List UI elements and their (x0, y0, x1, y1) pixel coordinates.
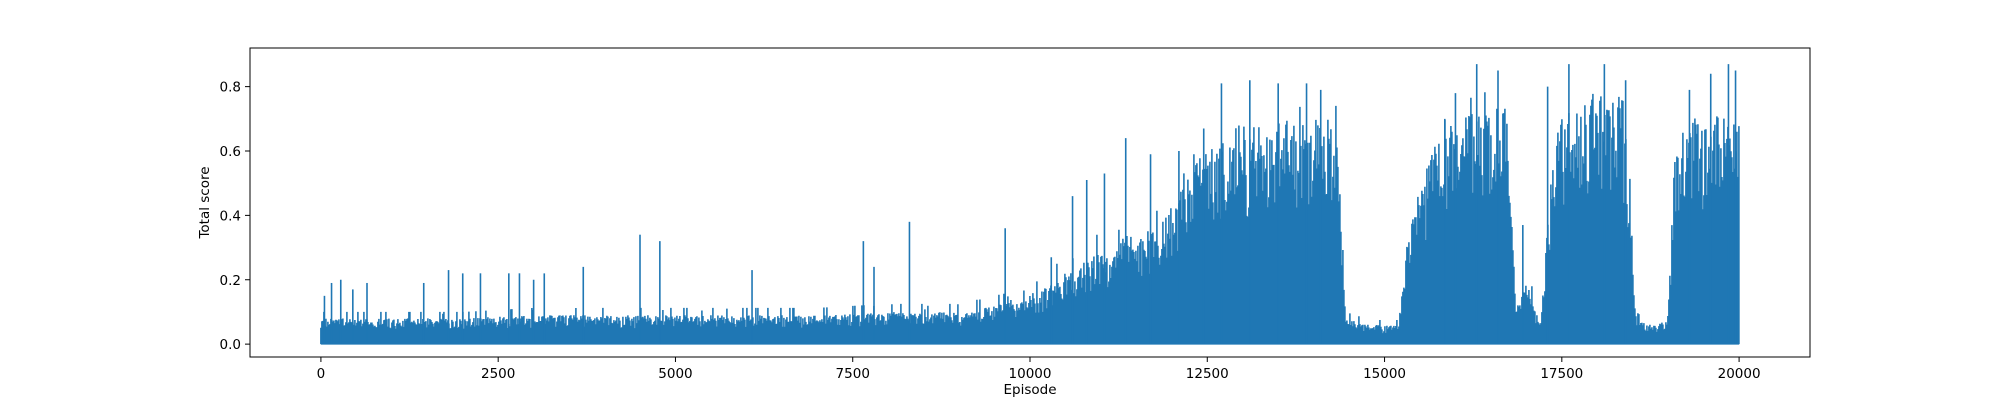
y-tick-label: 0.6 (220, 144, 241, 160)
x-tick-label: 12500 (1186, 366, 1229, 382)
x-tick-label: 0 (317, 366, 326, 382)
x-tick-label: 2500 (481, 366, 515, 382)
x-tick-label: 15000 (1363, 366, 1406, 382)
x-tick-label: 7500 (836, 366, 870, 382)
x-tick-label: 10000 (1009, 366, 1052, 382)
y-axis-label: Total score (197, 166, 213, 239)
x-axis: 0 2500 5000 7500 10000 12500 15000 17500 20000 (317, 357, 1761, 382)
series-line (320, 92, 1740, 345)
y-axis: 0.0 0.2 0.4 0.6 0.8 (220, 80, 250, 353)
y-tick-label: 0.2 (220, 273, 241, 289)
series-layer (320, 64, 1740, 345)
x-tick-label: 5000 (658, 366, 692, 382)
x-tick-label: 17500 (1540, 366, 1583, 382)
x-tick-label: 20000 (1718, 366, 1761, 382)
y-tick-label: 0.0 (220, 337, 241, 353)
x-axis-label: Episode (1003, 382, 1056, 398)
y-tick-label: 0.8 (220, 80, 241, 96)
y-tick-label: 0.4 (220, 208, 241, 224)
